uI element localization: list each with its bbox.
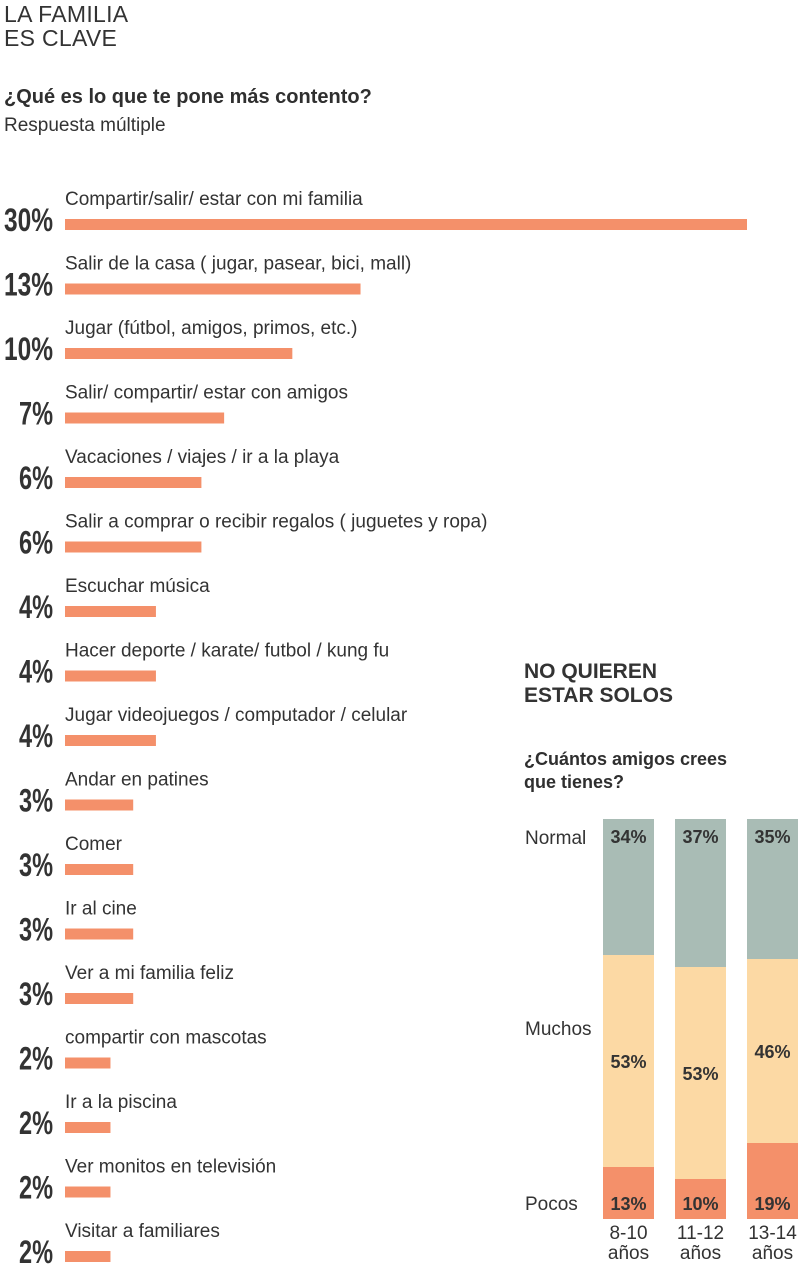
age-group-label: años [680,1243,721,1264]
segment-value-label: 34% [610,827,646,847]
bar-category-label: Ver a mi familia feliz [65,963,234,984]
panel-title-line1: NO QUIEREN [524,660,658,683]
segment-value-label: 37% [682,827,718,847]
bar [65,477,202,488]
panel-title: NO QUIEREN ESTAR SOLOS [524,660,673,708]
bar-category-label: Comer [65,834,123,855]
bar-value-label: 6% [19,525,53,561]
bar-category-label: Visitar a familiares [65,1221,220,1242]
stack-segment-pocos [747,1143,798,1219]
bar [65,606,156,617]
bar-category-label: Andar en patines [65,770,209,791]
age-group-label: 8-10 [609,1223,647,1244]
segment-value-label: 53% [682,1064,718,1084]
bar [65,1057,111,1069]
segment-value-label: 53% [610,1052,646,1072]
stack-segment-muchos [747,959,798,1143]
bar-category-label: Jugar videojuegos / computador / celular [65,705,408,726]
bar-value-label: 2% [19,1234,53,1270]
bar-category-label: Vacaciones / viajes / ir a la playa [65,447,340,468]
bar-category-label: Escuchar música [65,576,210,597]
segment-value-label: 35% [754,827,790,847]
stack-segment-normal [675,819,726,967]
bar-value-label: 2% [19,1041,53,1077]
bar-value-label: 4% [19,589,53,625]
age-group-label: 13-14 [748,1223,797,1244]
bar-value-label: 13% [4,267,53,303]
bar [65,735,156,746]
bar [65,799,134,811]
bar [65,412,225,424]
chart-note: Respuesta múltiple [4,115,166,136]
stack-segment-muchos [603,955,654,1167]
panel-question: ¿Cuántos amigos crees que tienes? [524,749,728,792]
bar-value-label: 3% [19,783,53,819]
bar-value-label: 7% [19,396,53,432]
main-title-line1: LA FAMILIA [4,1,129,27]
bar-category-label: Ver monitos en televisión [65,1157,276,1178]
bar-value-label: 4% [19,718,53,754]
bar-value-label: 30% [4,202,53,238]
age-group-label: años [752,1243,793,1264]
bar-category-label: Jugar (fútbol, amigos, primos, etc.) [65,318,358,339]
bar-value-label: 3% [19,847,53,883]
bar [65,864,134,875]
segment-value-label: 10% [682,1194,718,1214]
bar-value-label: 3% [19,912,53,948]
bar [65,283,361,295]
segment-value-label: 19% [754,1194,790,1214]
bar-category-label: Salir a comprar o recibir regalos ( jugu… [65,512,487,533]
bar-value-label: 6% [19,460,53,496]
bar [65,670,156,682]
segment-value-label: 13% [610,1194,646,1214]
bar [65,1251,111,1262]
bar-value-label: 4% [19,654,53,690]
stack-segment-normal [603,819,654,955]
bar [65,541,202,553]
segment-value-label: 46% [754,1042,790,1062]
stack-segment-pocos [603,1167,654,1219]
age-group-label: 11-12 [677,1223,724,1244]
series-label-muchos: Muchos [525,1019,592,1040]
bar-value-label: 2% [19,1105,53,1141]
bar [65,928,134,940]
bar [65,219,747,230]
panel-title-line2: ESTAR SOLOS [524,684,673,707]
bar-category-label: compartir con mascotas [65,1028,267,1049]
series-label-normal: Normal [525,828,586,849]
bar-category-label: Hacer deporte / karate/ futbol / kung fu [65,641,389,662]
series-label-pocos: Pocos [525,1194,578,1215]
main-title-line2: ES CLAVE [4,25,118,51]
stack-segment-muchos [675,967,726,1179]
chart-question: ¿Qué es lo que te pone más contento? [4,86,372,108]
bar-category-label: Compartir/salir/ estar con mi familia [65,189,363,210]
main-title: LA FAMILIA ES CLAVE [4,2,128,50]
bar-category-label: Salir de la casa ( jugar, pasear, bici, … [65,254,411,275]
bar-value-label: 2% [19,1170,53,1206]
bar-category-label: Ir al cine [65,899,137,920]
bar-category-label: Salir/ compartir/ estar con amigos [65,383,348,404]
bar-category-label: Ir a la piscina [65,1092,177,1113]
bar [65,1122,111,1133]
age-group-label: años [608,1243,649,1264]
bar [65,348,293,359]
stack-segment-normal [747,819,798,959]
bar-value-label: 3% [19,976,53,1012]
bar [65,993,134,1004]
bar [65,1186,111,1198]
stack-segment-pocos [675,1179,726,1219]
bar-value-label: 10% [4,331,53,367]
